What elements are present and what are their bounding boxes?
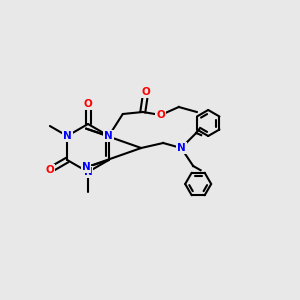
Text: N: N bbox=[104, 131, 113, 141]
Text: O: O bbox=[156, 110, 165, 120]
Text: O: O bbox=[141, 87, 150, 97]
Text: O: O bbox=[156, 110, 165, 120]
Text: O: O bbox=[46, 165, 54, 175]
Text: N: N bbox=[63, 131, 72, 141]
Text: N: N bbox=[82, 162, 90, 172]
Text: N: N bbox=[84, 167, 92, 177]
Text: N: N bbox=[63, 131, 72, 141]
Text: N: N bbox=[177, 143, 186, 153]
Text: N: N bbox=[177, 143, 186, 153]
Text: O: O bbox=[84, 99, 92, 109]
Text: N: N bbox=[84, 167, 92, 177]
Text: O: O bbox=[46, 165, 54, 175]
Text: O: O bbox=[84, 99, 92, 109]
Text: N: N bbox=[104, 131, 113, 141]
Text: O: O bbox=[141, 87, 150, 97]
Text: N: N bbox=[104, 131, 113, 141]
Text: N: N bbox=[82, 162, 90, 172]
